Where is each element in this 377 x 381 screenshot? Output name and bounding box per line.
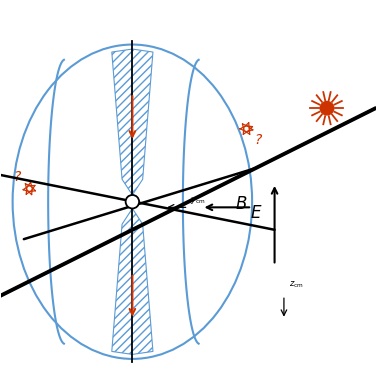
Polygon shape — [112, 49, 153, 195]
Text: ?: ? — [14, 170, 21, 184]
Text: $z_{\rm cm}$: $z_{\rm cm}$ — [289, 280, 303, 290]
Circle shape — [126, 195, 139, 208]
Text: B: B — [235, 195, 247, 213]
Text: $y_{\rm cm}$: $y_{\rm cm}$ — [190, 195, 206, 206]
Text: E: E — [251, 204, 262, 222]
Text: ?: ? — [254, 133, 261, 147]
Polygon shape — [112, 208, 153, 354]
Circle shape — [320, 101, 334, 115]
